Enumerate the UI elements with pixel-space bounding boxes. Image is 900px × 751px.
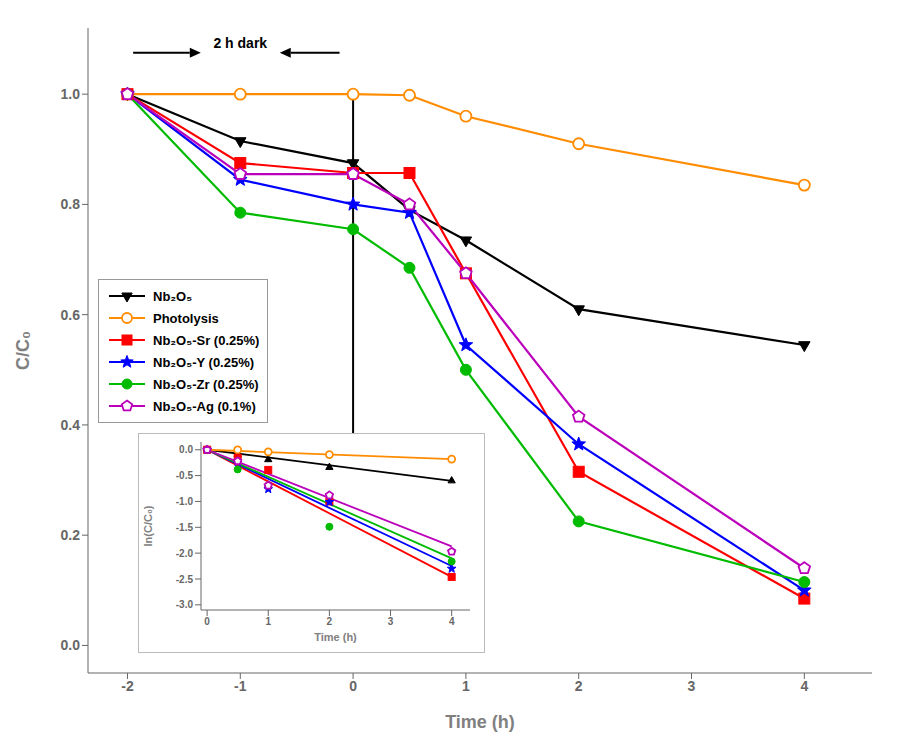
html-text:Nb₂O₅: Nb₂O₅ [153, 288, 193, 304]
svg-text:0.0: 0.0 [61, 637, 81, 653]
svg-text:-3.0: -3.0 [176, 599, 194, 610]
svg-text:-0.5: -0.5 [176, 470, 194, 481]
svg-text:Time (h): Time (h) [445, 712, 515, 732]
svg-text:0.0: 0.0 [179, 444, 193, 455]
svg-text:4: 4 [800, 678, 808, 694]
svg-text:0.2: 0.2 [61, 527, 81, 543]
svg-text:3: 3 [688, 678, 696, 694]
svg-text:-2: -2 [121, 678, 134, 694]
svg-text:0: 0 [349, 678, 357, 694]
svg-text:0: 0 [204, 616, 210, 627]
svg-text:1: 1 [265, 616, 271, 627]
svg-text:0.8: 0.8 [61, 196, 81, 212]
html-text:Photolysis: Photolysis [153, 310, 219, 326]
svg-text:2: 2 [575, 678, 583, 694]
svg-text:0.4: 0.4 [61, 417, 81, 433]
svg-text:C/C₀: C/C₀ [13, 331, 33, 370]
svg-text:-2.0: -2.0 [176, 548, 194, 559]
svg-text:-2.5: -2.5 [176, 574, 194, 585]
svg-text:1: 1 [462, 678, 470, 694]
svg-text:2 h dark: 2 h dark [213, 35, 267, 51]
svg-text:-1.5: -1.5 [176, 522, 194, 533]
html-text:Nb₂O₅-Ag (0.1%): Nb₂O₅-Ag (0.1%) [153, 398, 256, 414]
html-text:Nb₂O₅-Y (0.25%): Nb₂O₅-Y (0.25%) [153, 354, 255, 370]
html-text:Nb₂O₅-Zr (0.25%): Nb₂O₅-Zr (0.25%) [153, 376, 259, 392]
svg-text:-1: -1 [234, 678, 247, 694]
svg-text:ln(C/C₀): ln(C/C₀) [142, 505, 154, 546]
svg-text:-1.0: -1.0 [176, 496, 194, 507]
svg-text:0.6: 0.6 [61, 307, 81, 323]
svg-text:4: 4 [449, 616, 455, 627]
svg-text:3: 3 [388, 616, 394, 627]
svg-text:Time (h): Time (h) [314, 631, 357, 643]
html-text:Nb₂O₅-Sr (0.25%): Nb₂O₅-Sr (0.25%) [153, 332, 260, 348]
svg-text:2: 2 [327, 616, 333, 627]
svg-text:1.0: 1.0 [61, 86, 81, 102]
